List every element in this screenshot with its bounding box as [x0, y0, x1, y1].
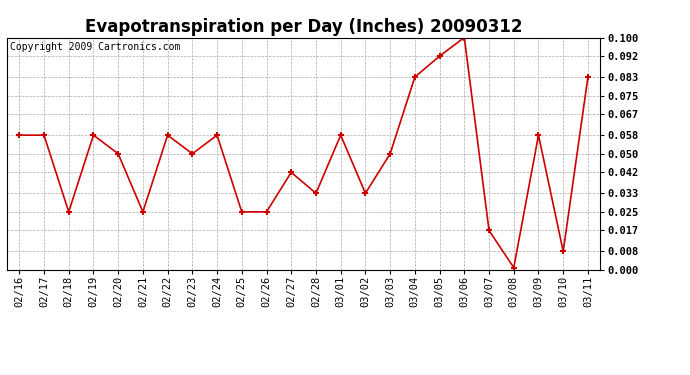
- Text: Copyright 2009 Cartronics.com: Copyright 2009 Cartronics.com: [10, 42, 180, 52]
- Title: Evapotranspiration per Day (Inches) 20090312: Evapotranspiration per Day (Inches) 2009…: [85, 18, 522, 36]
